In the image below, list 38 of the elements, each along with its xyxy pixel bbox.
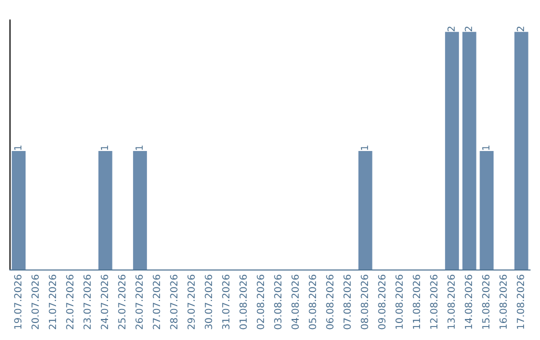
x-tick-label: 22.07.2026 xyxy=(66,274,74,330)
data-label: 1 xyxy=(136,146,143,150)
x-tick-label: 14.08.2026 xyxy=(464,274,472,329)
x-tick-label: 13.08.2026 xyxy=(447,274,455,329)
x-tick-label: 17.08.2026 xyxy=(516,274,524,329)
data-label: 2 xyxy=(447,26,455,32)
x-tick-label: 23.07.2026 xyxy=(83,274,91,330)
x-tick-label: 29.07.2026 xyxy=(187,274,195,330)
x-tick-label: 03.08.2026 xyxy=(274,274,282,330)
x-tick-label: 08.08.2026 xyxy=(360,274,368,330)
x-tick-label: 01.08.2026 xyxy=(239,274,247,330)
x-tick-label: 30.07.2026 xyxy=(204,274,212,330)
x-tick-label: 19.07.2026 xyxy=(14,274,22,329)
data-label: 2 xyxy=(464,26,472,32)
x-tick-label: 02.08.2026 xyxy=(256,274,264,330)
x-tick-label: 06.08.2026 xyxy=(326,274,334,330)
x-tick-label: 28.07.2026 xyxy=(170,274,178,330)
x-tick-label: 31.07.2026 xyxy=(222,274,230,330)
x-tick-label: 21.07.2026 xyxy=(48,274,56,330)
x-tick-label: 24.07.2026 xyxy=(100,274,108,330)
data-label: 1 xyxy=(100,146,108,150)
x-tick-label: 04.08.2026 xyxy=(291,274,299,330)
data-label: 2 xyxy=(516,26,524,32)
x-tick-label: 25.07.2026 xyxy=(118,274,126,330)
x-tick-label: 05.08.2026 xyxy=(308,274,316,330)
x-tick-label: 26.07.2026 xyxy=(135,274,143,330)
data-label: 1 xyxy=(482,146,490,150)
x-tick-label: 11.08.2026 xyxy=(412,274,420,329)
data-label: 1 xyxy=(360,146,368,150)
x-tick-label: 16.08.2026 xyxy=(499,274,507,329)
data-label: 1 xyxy=(14,146,22,150)
x-tick-label: 10.08.2026 xyxy=(395,274,403,329)
x-tick-label: 15.08.2026 xyxy=(482,274,490,329)
x-tick-label: 12.08.2026 xyxy=(430,274,438,329)
x-tick-label: 07.08.2026 xyxy=(343,274,351,330)
x-tick-label: 20.07.2026 xyxy=(31,274,39,330)
x-tick-label: 27.07.2026 xyxy=(152,274,160,330)
x-tick-label: 09.08.2026 xyxy=(378,274,386,330)
